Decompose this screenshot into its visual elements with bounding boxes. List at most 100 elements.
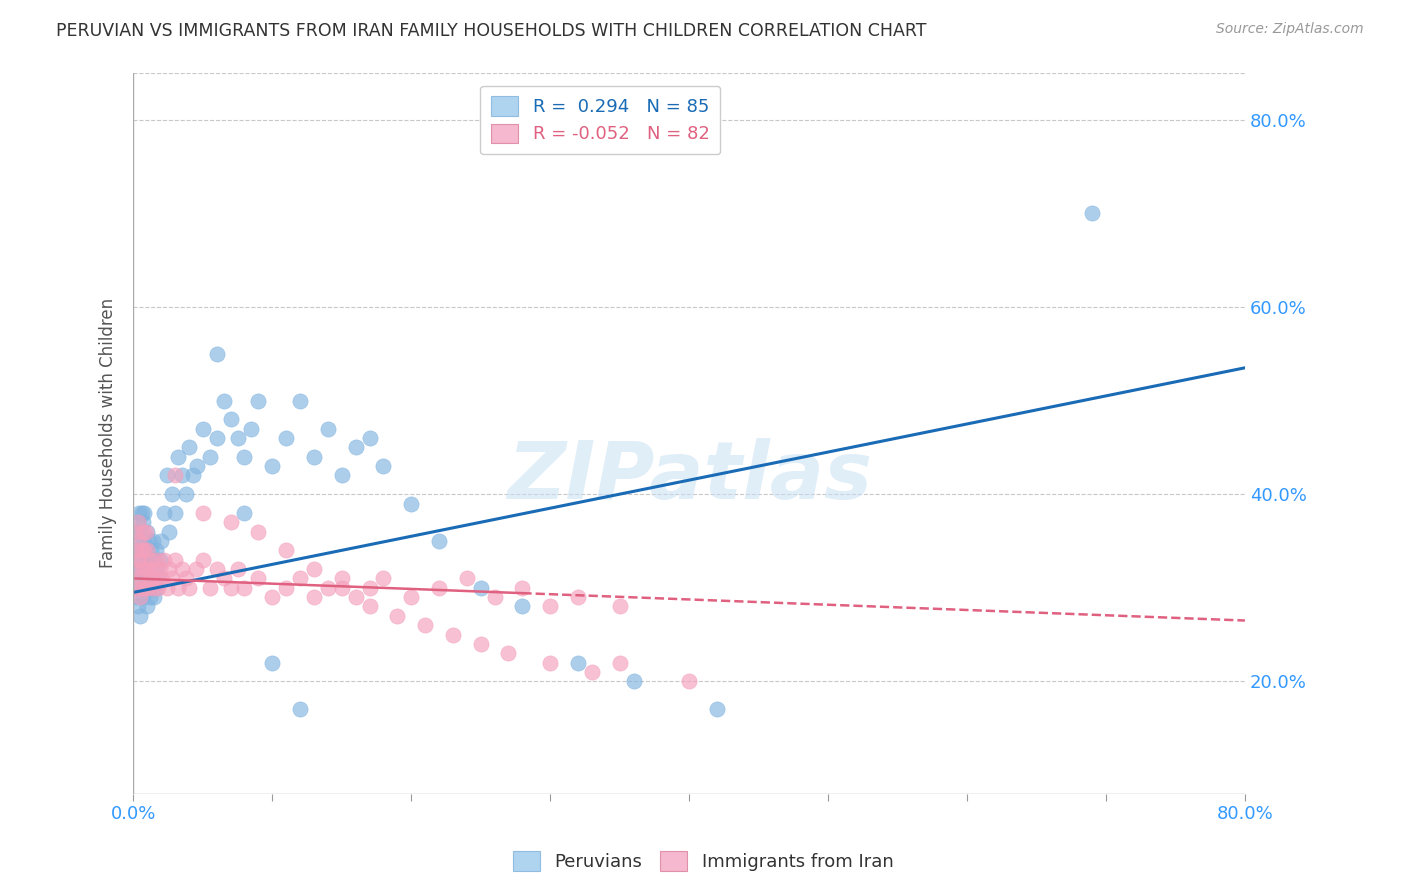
Point [288, 393, 311, 408]
Point [302, 450, 325, 464]
Point [132, 524, 155, 539]
Point [159, 524, 181, 539]
Point [205, 562, 228, 576]
Point [174, 487, 197, 501]
Point [181, 468, 204, 483]
Point [387, 608, 409, 623]
Point [470, 581, 492, 595]
Point [174, 571, 197, 585]
Text: PERUVIAN VS IMMIGRANTS FROM IRAN FAMILY HOUSEHOLDS WITH CHILDREN CORRELATION CHA: PERUVIAN VS IMMIGRANTS FROM IRAN FAMILY … [56, 22, 927, 40]
Point [1081, 206, 1104, 220]
Point [132, 515, 155, 529]
Point [484, 590, 506, 604]
Point [359, 431, 381, 445]
Point [148, 571, 170, 585]
Point [135, 581, 157, 595]
Point [399, 496, 422, 510]
Point [706, 702, 728, 716]
Point [276, 581, 298, 595]
Point [138, 571, 160, 585]
Text: ZIPatlas: ZIPatlas [506, 438, 872, 516]
Point [262, 656, 284, 670]
Point [247, 524, 270, 539]
Point [205, 347, 228, 361]
Point [498, 646, 520, 660]
Point [330, 468, 353, 483]
Point [226, 562, 249, 576]
Point [131, 581, 153, 595]
Point [162, 571, 184, 585]
Point [538, 599, 561, 614]
Point [581, 665, 603, 679]
Point [128, 571, 150, 585]
Point [427, 533, 450, 548]
Point [170, 562, 193, 576]
Point [141, 552, 163, 566]
Point [177, 581, 200, 595]
Point [191, 422, 214, 436]
Point [150, 571, 173, 585]
Point [512, 581, 534, 595]
Point [456, 571, 478, 585]
Point [262, 590, 284, 604]
Point [623, 674, 645, 689]
Point [166, 450, 188, 464]
Point [330, 581, 353, 595]
Point [413, 618, 436, 632]
Point [163, 506, 186, 520]
Y-axis label: Family Households with Children: Family Households with Children [100, 298, 117, 568]
Point [609, 599, 631, 614]
Point [149, 552, 172, 566]
Point [240, 422, 263, 436]
Point [125, 543, 148, 558]
Point [136, 524, 159, 539]
Point [512, 599, 534, 614]
Point [163, 468, 186, 483]
Point [139, 552, 162, 566]
Point [153, 552, 176, 566]
Point [288, 702, 311, 716]
Point [134, 571, 156, 585]
Point [276, 543, 298, 558]
Point [233, 581, 256, 595]
Point [399, 590, 422, 604]
Point [134, 506, 156, 520]
Point [138, 562, 160, 576]
Point [148, 581, 170, 595]
Point [135, 562, 157, 576]
Point [134, 543, 156, 558]
Point [191, 506, 214, 520]
Point [373, 459, 395, 474]
Point [145, 571, 167, 585]
Point [129, 608, 152, 623]
Point [129, 524, 152, 539]
Point [129, 552, 152, 566]
Point [678, 674, 700, 689]
Point [142, 571, 165, 585]
Point [359, 581, 381, 595]
Point [166, 581, 188, 595]
Point [127, 515, 149, 529]
Point [124, 562, 146, 576]
Point [125, 562, 148, 576]
Point [143, 552, 166, 566]
Text: Source: ZipAtlas.com: Source: ZipAtlas.com [1216, 22, 1364, 37]
Point [141, 581, 163, 595]
Point [131, 506, 153, 520]
Point [233, 506, 256, 520]
Point [131, 543, 153, 558]
Point [132, 562, 155, 576]
Point [156, 581, 179, 595]
Point [124, 581, 146, 595]
Point [131, 581, 153, 595]
Point [302, 590, 325, 604]
Point [198, 581, 221, 595]
Point [125, 524, 148, 539]
Point [205, 431, 228, 445]
Point [135, 543, 157, 558]
Point [538, 656, 561, 670]
Point [142, 533, 165, 548]
Point [219, 412, 242, 426]
Point [219, 581, 242, 595]
Legend: Peruvians, Immigrants from Iran: Peruvians, Immigrants from Iran [505, 844, 901, 879]
